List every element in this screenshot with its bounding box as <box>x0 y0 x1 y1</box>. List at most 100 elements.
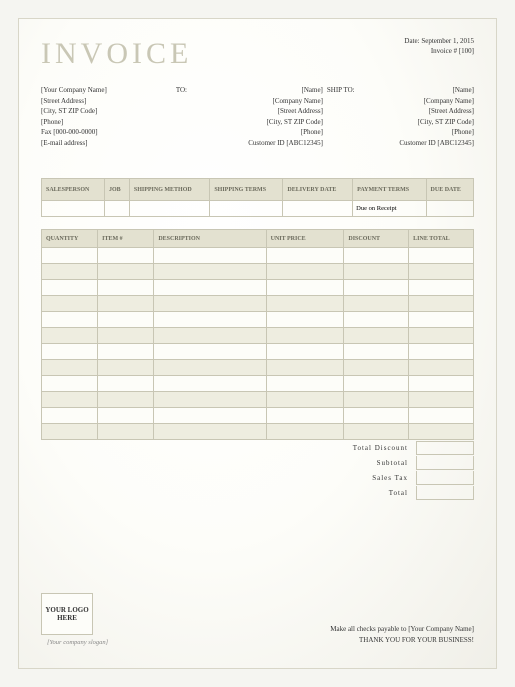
items-header-cell: QUANTITY <box>42 230 98 248</box>
to-city: [City, ST ZIP Code] <box>176 117 323 128</box>
items-cell <box>154 328 266 344</box>
items-cell <box>409 296 474 312</box>
items-row <box>42 408 474 424</box>
terms-cell <box>426 201 473 217</box>
terms-cell <box>105 201 130 217</box>
items-cell <box>344 296 409 312</box>
terms-cell: Due on Receipt <box>353 201 426 217</box>
items-cell <box>98 248 154 264</box>
items-row <box>42 312 474 328</box>
items-cell <box>266 280 344 296</box>
totals-block: Total Discount Subtotal Sales Tax Total <box>41 440 474 500</box>
items-cell <box>154 360 266 376</box>
items-header-cell: DESCRIPTION <box>154 230 266 248</box>
terms-cell <box>129 201 209 217</box>
items-cell <box>154 296 266 312</box>
items-cell <box>42 264 98 280</box>
total-discount-value <box>416 441 474 455</box>
items-cell <box>154 280 266 296</box>
items-row <box>42 376 474 392</box>
to-phone: [Phone] <box>176 127 323 138</box>
items-row <box>42 280 474 296</box>
to-address: TO: [Name] [Company Name] [Street Addres… <box>176 85 327 148</box>
terms-header-cell: DELIVERY DATE <box>283 179 353 201</box>
to-street: [Street Address] <box>176 106 323 117</box>
terms-header-cell: SALESPERSON <box>42 179 105 201</box>
items-cell <box>42 408 98 424</box>
footer-left: YOUR LOGO HERE [Your company slogan] <box>41 593 108 646</box>
items-cell <box>98 408 154 424</box>
items-cell <box>344 264 409 280</box>
items-row <box>42 392 474 408</box>
terms-header-cell: SHIPPING TERMS <box>210 179 283 201</box>
items-cell <box>154 248 266 264</box>
items-cell <box>42 280 98 296</box>
items-cell <box>266 392 344 408</box>
terms-header-row: SALESPERSONJOBSHIPPING METHODSHIPPING TE… <box>42 179 474 201</box>
ship-city: [City, ST ZIP Code] <box>327 117 474 128</box>
items-cell <box>344 312 409 328</box>
items-cell <box>42 344 98 360</box>
items-cell <box>154 344 266 360</box>
invoice-num-value: [100] <box>459 47 474 55</box>
items-cell <box>98 424 154 440</box>
items-cell <box>409 392 474 408</box>
ship-address: SHIP TO: [Name] [Company Name] [Street A… <box>327 85 474 148</box>
ship-customer: Customer ID [ABC12345] <box>327 138 474 149</box>
items-cell <box>344 376 409 392</box>
items-cell <box>409 248 474 264</box>
items-cell <box>98 344 154 360</box>
from-phone: [Phone] <box>41 117 176 128</box>
items-cell <box>409 312 474 328</box>
address-block: [Your Company Name] [Street Address] [Ci… <box>41 85 474 148</box>
items-cell <box>344 408 409 424</box>
terms-header-cell: JOB <box>105 179 130 201</box>
terms-header-cell: SHIPPING METHOD <box>129 179 209 201</box>
items-cell <box>154 408 266 424</box>
items-cell <box>266 264 344 280</box>
items-cell <box>42 312 98 328</box>
items-cell <box>266 360 344 376</box>
from-city: [City, ST ZIP Code] <box>41 106 176 117</box>
payable-text: Make all checks payable to [Your Company… <box>330 624 474 635</box>
to-label: TO: <box>176 85 187 96</box>
items-cell <box>98 312 154 328</box>
items-cell <box>344 392 409 408</box>
terms-cell <box>283 201 353 217</box>
items-cell <box>266 328 344 344</box>
items-cell <box>42 424 98 440</box>
total-label: Total <box>296 489 416 497</box>
items-cell <box>154 424 266 440</box>
items-row <box>42 328 474 344</box>
items-cell <box>409 280 474 296</box>
terms-section: SALESPERSONJOBSHIPPING METHODSHIPPING TE… <box>41 178 474 217</box>
items-cell <box>98 376 154 392</box>
items-header-cell: ITEM # <box>98 230 154 248</box>
ship-street: [Street Address] <box>327 106 474 117</box>
from-email: [E-mail address] <box>41 138 176 149</box>
terms-cell <box>42 201 105 217</box>
items-row <box>42 344 474 360</box>
date-value: September 1, 2015 <box>421 37 474 45</box>
to-customer: Customer ID [ABC12345] <box>176 138 323 149</box>
items-cell <box>266 344 344 360</box>
items-row <box>42 360 474 376</box>
terms-data-row: Due on Receipt <box>42 201 474 217</box>
invoice-num-label: Invoice # <box>431 47 457 55</box>
total-discount-label: Total Discount <box>296 444 416 452</box>
items-table: QUANTITYITEM #DESCRIPTIONUNIT PRICEDISCO… <box>41 229 474 440</box>
items-cell <box>266 248 344 264</box>
items-cell <box>266 408 344 424</box>
logo-placeholder: YOUR LOGO HERE <box>41 593 93 635</box>
items-cell <box>154 392 266 408</box>
invoice-meta: Date: September 1, 2015 Invoice # [100] <box>404 37 474 57</box>
salestax-label: Sales Tax <box>296 474 416 482</box>
items-cell <box>409 344 474 360</box>
items-cell <box>266 296 344 312</box>
from-street: [Street Address] <box>41 96 176 107</box>
items-cell <box>98 264 154 280</box>
terms-table: SALESPERSONJOBSHIPPING METHODSHIPPING TE… <box>41 178 474 217</box>
items-cell <box>42 328 98 344</box>
items-cell <box>344 424 409 440</box>
total-value <box>416 486 474 500</box>
